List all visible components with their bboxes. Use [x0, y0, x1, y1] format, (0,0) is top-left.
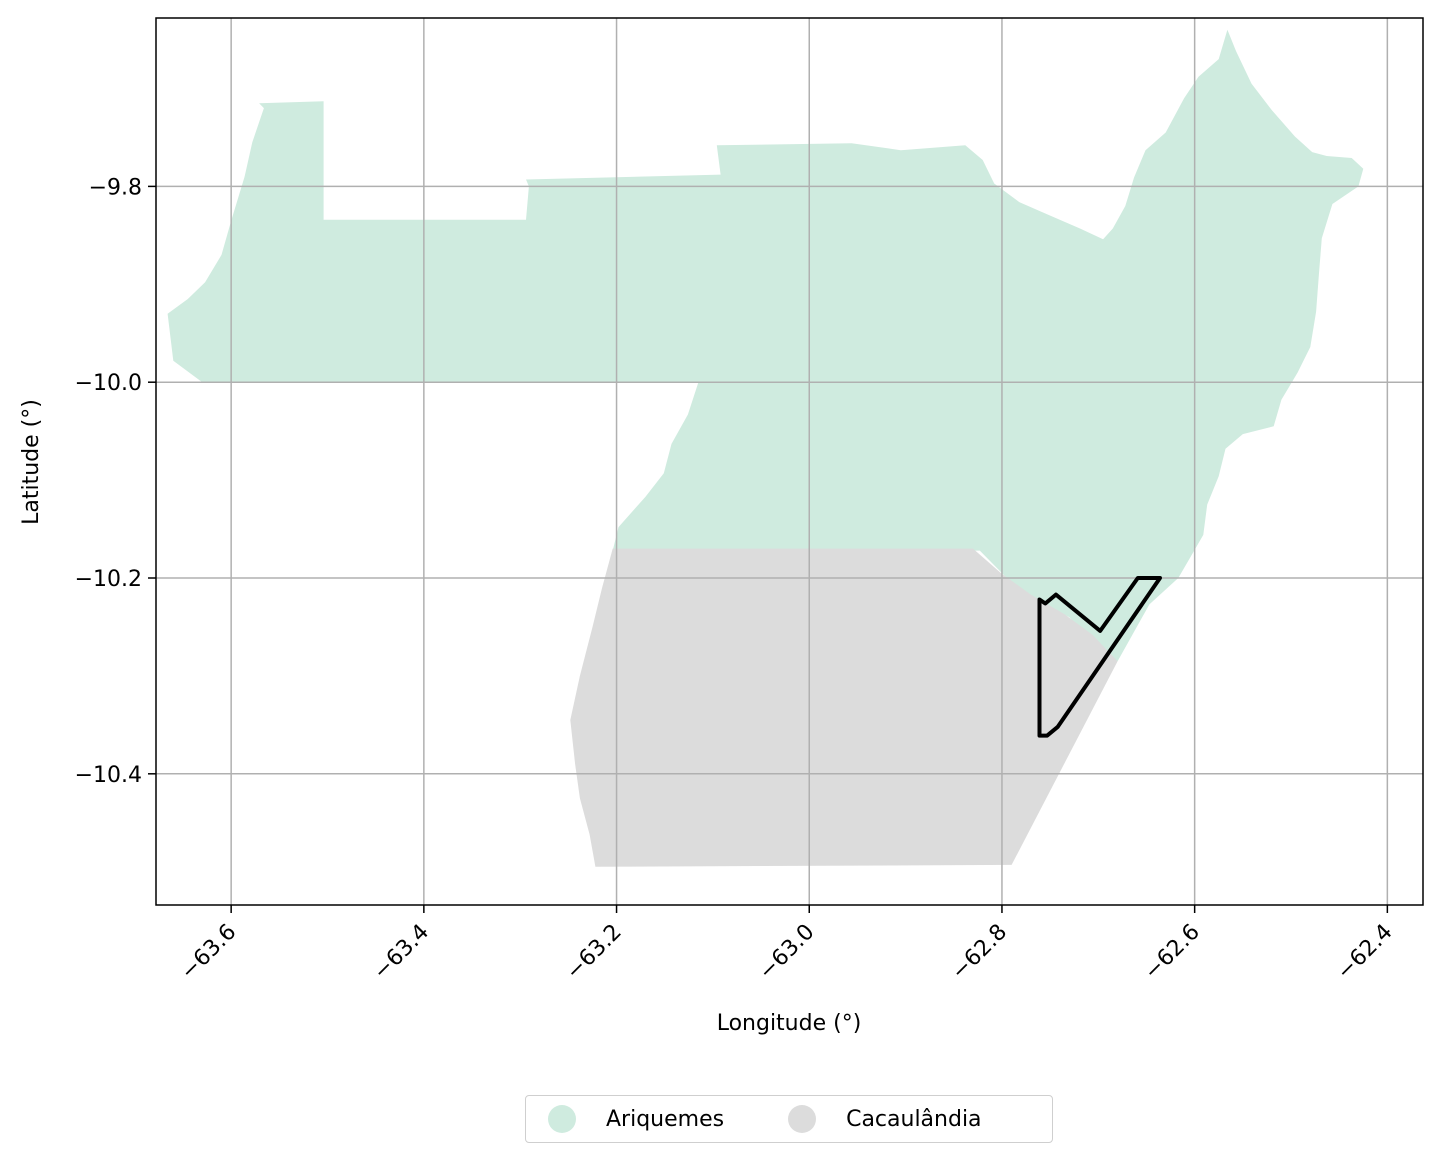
legend-item-cacaulandia: Cacaulândia [766, 1096, 982, 1142]
x-tick-label: −63.0 [754, 920, 819, 985]
y-tick-label: −10.2 [75, 567, 142, 592]
y-tick-label: −9.8 [89, 175, 142, 200]
outline-polygon [1037, 576, 1162, 738]
x-tick-label: −62.4 [1332, 920, 1397, 985]
y-axis-ticks: −9.8 −10.0 −10.2 −10.4 [75, 175, 156, 788]
x-tick-label: −63.2 [561, 920, 626, 985]
x-tick-label: −63.6 [176, 920, 241, 985]
region-ariquemes [167, 29, 1364, 662]
x-tick-label: −62.8 [947, 920, 1012, 985]
x-tick-label: −63.4 [369, 920, 434, 985]
map-regions [167, 29, 1364, 867]
grid-lines [156, 18, 1423, 905]
legend: Ariquemes Cacaulândia [525, 1095, 1053, 1143]
x-axis-label: Longitude (°) [717, 1011, 862, 1036]
legend-marker-ariquemes [548, 1105, 576, 1133]
y-tick-label: −10.0 [75, 371, 142, 396]
legend-label-cacaulandia: Cacaulândia [846, 1106, 982, 1132]
legend-label-ariquemes: Ariquemes [606, 1106, 725, 1132]
y-axis-label: Latitude (°) [19, 399, 44, 525]
y-tick-label: −10.4 [75, 763, 142, 788]
region-cacaulandia [570, 548, 1118, 867]
x-tick-label: −62.6 [1140, 920, 1205, 985]
legend-item-ariquemes: Ariquemes [526, 1096, 766, 1142]
area-outline [1037, 576, 1162, 738]
plot-frame [155, 17, 1424, 906]
x-axis-ticks: −63.6 −63.4 −63.2 −63.0 −62.8 −62.6 −62.4 [176, 905, 1398, 985]
legend-marker-cacaulandia [788, 1105, 817, 1133]
